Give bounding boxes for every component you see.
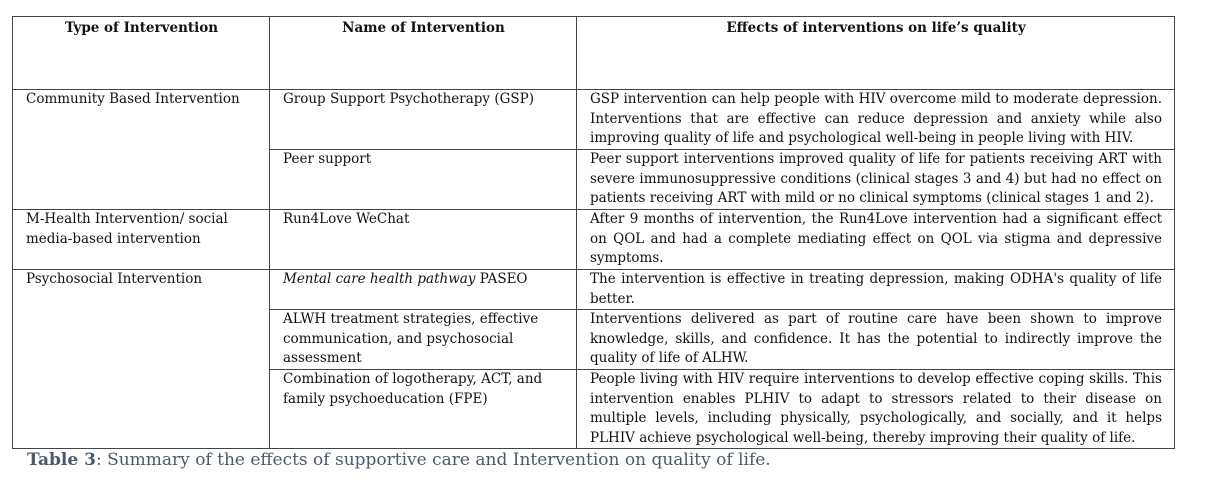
- name-cell: Peer support: [269, 149, 577, 210]
- table-row: Community Based Intervention Group Suppo…: [12, 89, 1175, 210]
- table-row: Peer support Peer support interventions …: [13, 149, 1175, 210]
- header-effects: Effects of interventions on life’s quali…: [576, 16, 1175, 90]
- type-cell-psychosocial: Psychosocial Intervention: [12, 269, 270, 449]
- table-row: Psychosocial Intervention Mental care he…: [12, 269, 1175, 449]
- effect-cell: After 9 months of intervention, the Run4…: [576, 209, 1175, 270]
- name-cell: Run4Love WeChat: [269, 209, 577, 270]
- table-caption: Table 3: Summary of the effects of suppo…: [27, 450, 771, 470]
- type-cell-community: Community Based Intervention: [12, 89, 270, 210]
- type-cell-mhealth: M-Health Intervention/ social media-base…: [12, 209, 270, 270]
- header-type: Type of Intervention: [12, 16, 270, 90]
- caption-label: Table 3: [27, 450, 96, 470]
- effect-cell: The intervention is effective in treatin…: [576, 269, 1175, 310]
- effect-cell: GSP intervention can help people with HI…: [576, 89, 1175, 150]
- header-name: Name of Intervention: [269, 16, 577, 90]
- caption-text: : Summary of the effects of supportive c…: [95, 450, 771, 470]
- name-cell: ALWH treatment strategies, effective com…: [269, 309, 577, 370]
- name-rest-part: PASEO: [475, 271, 528, 287]
- name-italic-part: Mental care health pathway: [283, 271, 476, 287]
- name-cell: Mental care health pathway PASEO: [269, 269, 577, 310]
- header-row: Type of Intervention Name of Interventio…: [12, 16, 1175, 90]
- table-row: ALWH treatment strategies, effective com…: [13, 309, 1175, 370]
- effect-cell: Peer support interventions improved qual…: [576, 149, 1175, 210]
- summary-table: Type of Intervention Name of Interventio…: [12, 16, 1175, 449]
- name-cell: Group Support Psychotherapy (GSP): [269, 89, 577, 150]
- name-cell: Combination of logotherapy, ACT, and fam…: [269, 369, 577, 449]
- effect-cell: People living with HIV require intervent…: [576, 369, 1175, 449]
- table-row: M-Health Intervention/ social media-base…: [12, 209, 1175, 270]
- effect-cell: Interventions delivered as part of routi…: [576, 309, 1175, 370]
- table-row: Combination of logotherapy, ACT, and fam…: [13, 369, 1175, 449]
